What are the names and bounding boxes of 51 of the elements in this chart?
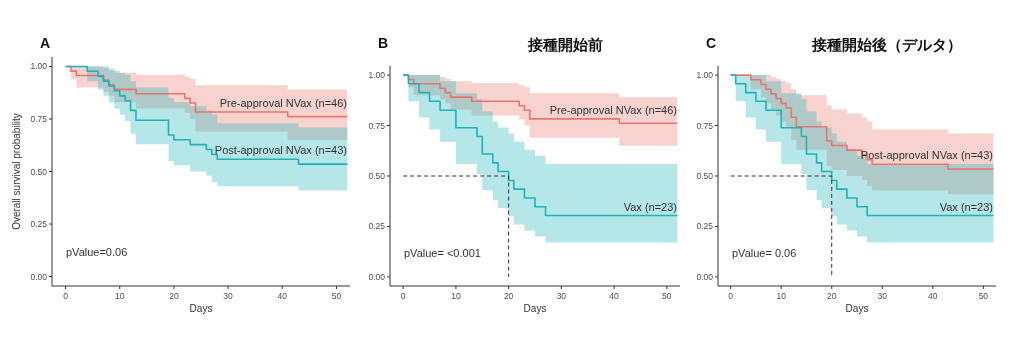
chart-subtitle: 接種開始後（デルタ） <box>811 36 962 53</box>
series-label: Post-approval NVax (n=43) <box>860 149 993 162</box>
y-axis-title: Overall survival probability <box>11 113 22 230</box>
series-label: Vax (n=23) <box>939 200 993 213</box>
x-tick-label: 50 <box>331 291 342 301</box>
y-tick-label: 0.50 <box>30 166 48 177</box>
y-tick-label: 0.75 <box>368 120 386 131</box>
y-tick-label: 0.75 <box>30 113 48 124</box>
y-tick-label: 1.00 <box>696 70 714 81</box>
y-tick-label: 0.25 <box>696 221 714 232</box>
y-tick-label: 0.25 <box>368 221 386 232</box>
x-tick-label: 40 <box>609 291 620 301</box>
x-axis-title: Days <box>189 303 213 314</box>
series-label: Pre-approval NVax (n=46) <box>549 103 677 116</box>
x-tick-label: 0 <box>400 291 406 301</box>
x-tick-label: 10 <box>776 291 787 301</box>
chart-title: A <box>40 35 51 51</box>
y-tick-label: 0.50 <box>696 171 714 181</box>
annotation: pValue= 0.06 <box>732 246 797 259</box>
series-label: Post-approval NVax (n=43) <box>214 144 347 157</box>
y-tick-label: 0.00 <box>368 271 386 282</box>
x-tick-label: 10 <box>114 291 125 301</box>
y-tick-label: 0.75 <box>696 120 714 131</box>
x-tick-label: 50 <box>662 291 672 301</box>
x-tick-label: 40 <box>928 291 938 301</box>
chart-title: B <box>378 35 389 51</box>
chart-title: C <box>706 35 717 51</box>
x-tick-label: 30 <box>556 291 567 301</box>
x-tick-label: 0 <box>728 291 734 301</box>
x-tick-label: 40 <box>277 291 288 301</box>
annotation: pValue=0.06 <box>66 245 128 258</box>
x-tick-label: 20 <box>169 291 179 301</box>
x-tick-label: 30 <box>223 291 234 301</box>
y-tick-label: 1.00 <box>30 61 48 72</box>
x-tick-label: 10 <box>451 291 461 301</box>
chart-subtitle: 接種開始前 <box>526 36 603 53</box>
y-tick-label: 1.00 <box>368 70 386 81</box>
x-tick-label: 20 <box>503 291 514 301</box>
y-tick-label: 0.25 <box>30 219 48 230</box>
x-tick-label: 50 <box>978 291 989 301</box>
series-label: Pre-approval NVax (n=46) <box>219 97 347 110</box>
annotation: pValue= <0.001 <box>404 246 481 259</box>
x-tick-label: 20 <box>826 291 837 301</box>
y-tick-label: 0.00 <box>30 271 48 282</box>
series-label: Vax (n=23) <box>623 200 677 213</box>
x-tick-label: 30 <box>877 291 888 301</box>
x-tick-label: 0 <box>63 291 69 301</box>
x-axis-title: Days <box>845 303 869 314</box>
y-tick-label: 0.00 <box>696 271 714 282</box>
y-tick-label: 0.50 <box>368 171 386 181</box>
x-axis-title: Days <box>523 303 547 314</box>
